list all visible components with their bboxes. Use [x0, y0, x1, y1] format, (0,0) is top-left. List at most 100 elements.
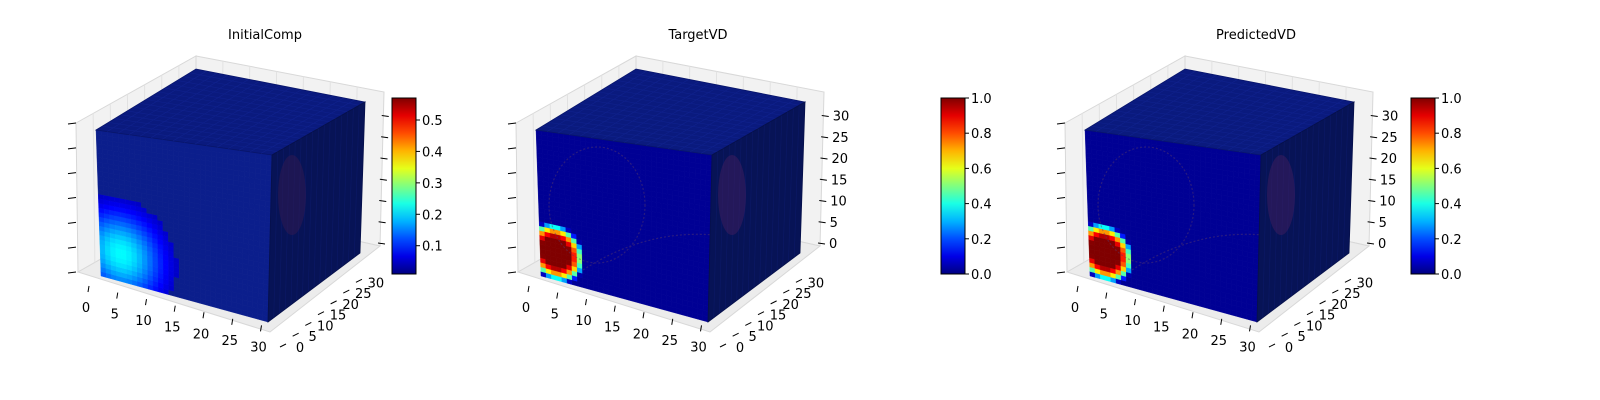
y-tick-mark — [757, 311, 765, 316]
x-tick-label: 5 — [1100, 308, 1108, 323]
y-tick-mark — [1344, 278, 1352, 283]
voxel-top-grid — [1091, 70, 1349, 154]
x-tick-mark — [642, 312, 645, 319]
y-tick-label: 20 — [1331, 298, 1348, 313]
voxel-cell — [684, 155, 691, 163]
z-tick-mark — [1368, 178, 1376, 181]
x-tick-label: 15 — [604, 321, 621, 336]
voxel-cell — [1249, 158, 1256, 165]
y-tick-label: 15 — [330, 309, 347, 324]
left-tick-mark — [67, 147, 77, 150]
y-tick-label: 10 — [757, 319, 774, 334]
voxel-right-grid — [1262, 105, 1349, 318]
left-tick-mark — [507, 246, 517, 249]
x-tick-mark — [1076, 285, 1079, 293]
voxel-front-face — [95, 129, 273, 323]
z-tick-label: 10 — [830, 195, 847, 210]
y-tick-label: 20 — [782, 298, 799, 313]
x-tick-mark — [231, 318, 234, 325]
colorbar-tick-label: 0.2 — [1441, 233, 1462, 248]
voxel-cell — [238, 155, 245, 162]
z-tick-label: 0 — [1378, 237, 1386, 252]
z-tick-mark — [819, 178, 827, 181]
z-tick-label: 15 — [1380, 173, 1397, 188]
z-tick-mark — [381, 136, 389, 139]
left-tick-mark — [507, 122, 517, 125]
x-tick-mark — [700, 325, 702, 332]
voxel-cell — [695, 157, 702, 165]
y-tick-label: 5 — [309, 330, 317, 345]
x-tick-label: 15 — [1153, 321, 1170, 336]
z-tick-mark — [818, 221, 826, 224]
z-tick-mark — [1370, 136, 1378, 139]
y-tick-mark — [279, 343, 287, 348]
voxel-cell — [1254, 164, 1261, 171]
z-tick-label: 20 — [1381, 152, 1398, 167]
x-tick-mark — [585, 299, 587, 306]
x-tick-label: 10 — [575, 314, 592, 329]
x-tick-mark — [671, 318, 674, 325]
y-tick-label: 25 — [1344, 287, 1361, 302]
left-tick-mark — [1056, 172, 1066, 175]
voxel-right-blob — [278, 155, 306, 235]
voxel-top-grid — [102, 70, 360, 154]
y-tick-mark — [330, 300, 337, 305]
colorbar: 0.0 0.2 0.4 0.6 0.8 1.0 — [1410, 92, 1462, 283]
left-tick-mark — [1056, 147, 1066, 150]
chart-title: PredictedVD — [1216, 28, 1296, 43]
x-tick-label: 0 — [82, 301, 90, 316]
y-tick-mark — [1294, 321, 1301, 326]
z-tick-label: 5 — [1379, 216, 1387, 231]
x-tick-mark — [1191, 312, 1194, 319]
colorbar-tick-label: 0.2 — [971, 233, 992, 248]
x-tick-label: 30 — [250, 340, 267, 355]
panel-2: 0 5 10 15 20 25 30 051015202530051015202530Targ… — [507, 28, 992, 356]
y-tick-mark — [343, 289, 350, 294]
z-tick-label: 25 — [832, 131, 849, 146]
y-tick-mark — [305, 321, 312, 326]
y-tick-mark — [1281, 332, 1288, 337]
left-tick-mark — [507, 221, 517, 224]
x-tick-label: 25 — [661, 334, 678, 349]
voxel-right-grid — [713, 105, 800, 318]
voxel-top-grid — [542, 70, 800, 154]
voxel-right-face — [267, 101, 366, 323]
y-tick-label: 10 — [1306, 319, 1323, 334]
colorbar-tick-label: 0.4 — [971, 198, 992, 213]
voxel-cell — [1222, 154, 1229, 161]
voxel-cell — [1244, 162, 1250, 170]
colorbar-tick-label: 0.1 — [422, 240, 443, 255]
z-tick-mark — [1366, 242, 1375, 245]
y-tick-mark — [1306, 311, 1314, 316]
y-tick-mark — [1332, 289, 1339, 294]
z-tick-label: 15 — [831, 173, 848, 188]
voxel-cell — [1244, 157, 1251, 165]
y-tick-label: 30 — [368, 276, 385, 291]
z-tick-mark — [380, 157, 388, 160]
x-tick-label: 10 — [135, 314, 152, 329]
x-tick-label: 20 — [1182, 327, 1199, 342]
y-tick-mark — [795, 278, 803, 283]
voxel-cell — [673, 154, 680, 161]
voxel-cell — [678, 155, 685, 162]
colorbar-tick-label: 0.3 — [422, 177, 443, 192]
voxel-cell — [244, 155, 251, 163]
voxel-cell — [700, 163, 707, 171]
y-tick-label: 25 — [795, 287, 812, 302]
z-tick-mark — [378, 221, 386, 224]
x-tick-label: 5 — [551, 308, 559, 323]
x-tick-label: 30 — [690, 340, 707, 355]
z-tick-label: 30 — [833, 110, 850, 125]
y-tick-mark — [317, 311, 325, 316]
z-tick-label: 30 — [1382, 110, 1399, 125]
y-tick-label: 30 — [808, 276, 825, 291]
left-tick-mark — [67, 172, 77, 175]
x-tick-mark — [556, 292, 559, 299]
y-tick-label: 15 — [1319, 309, 1336, 324]
colorbar-tick-label: 0.4 — [422, 145, 443, 160]
x-tick-label: 20 — [193, 327, 210, 342]
x-tick-label: 0 — [522, 301, 530, 316]
x-tick-label: 25 — [1210, 334, 1227, 349]
y-tick-mark — [745, 321, 752, 326]
